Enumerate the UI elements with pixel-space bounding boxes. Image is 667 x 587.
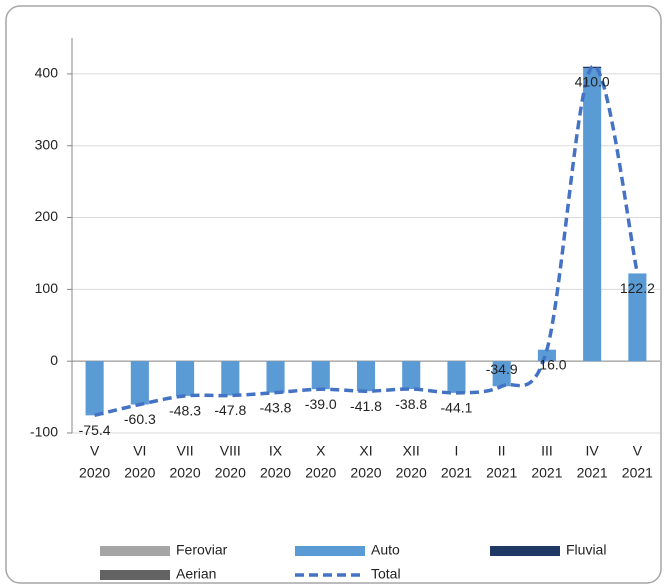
x-tick-label: VI (133, 443, 146, 459)
bar (221, 361, 240, 396)
data-label: -39.0 (305, 396, 337, 412)
y-tick-label: -100 (30, 424, 58, 440)
legend-label: Auto (371, 542, 400, 558)
x-tick-label: 2021 (486, 465, 517, 481)
x-tick-label: 2021 (577, 465, 608, 481)
x-tick-label: X (316, 443, 326, 459)
legend-swatch (100, 570, 170, 580)
x-tick-label: 2020 (396, 465, 427, 481)
x-tick-label: IX (269, 443, 283, 459)
y-tick-label: 400 (35, 65, 59, 81)
data-label: -34.9 (486, 361, 518, 377)
x-tick-label: VII (177, 443, 194, 459)
legend-swatch (100, 546, 170, 556)
x-tick-label: XII (403, 443, 420, 459)
data-label: -38.8 (395, 396, 427, 412)
bar (176, 361, 195, 396)
legend-swatch (490, 546, 560, 556)
y-tick-label: 300 (35, 136, 59, 152)
data-label: -43.8 (260, 399, 292, 415)
chart-frame (5, 5, 662, 584)
bar (311, 361, 330, 390)
bar (356, 361, 376, 392)
x-tick-label: III (541, 443, 553, 459)
y-tick-label: 0 (50, 352, 58, 368)
x-tick-label: 2021 (622, 465, 653, 481)
legend-label: Feroviar (176, 542, 228, 558)
bar (447, 361, 466, 393)
y-tick-label: 200 (35, 208, 59, 224)
x-tick-label: XI (359, 443, 372, 459)
x-tick-label: 2020 (169, 465, 200, 481)
bar (583, 68, 602, 362)
total-line (94, 64, 640, 418)
data-label: 122.2 (620, 280, 655, 296)
x-tick-label: V (633, 443, 643, 459)
y-tick-label: 100 (35, 280, 59, 296)
data-label: -44.1 (441, 400, 473, 416)
x-tick-label: 2021 (441, 465, 472, 481)
data-label: -47.8 (214, 402, 246, 418)
legend-label: Aerian (176, 566, 216, 582)
bar (402, 361, 421, 390)
x-tick-label: 2020 (260, 465, 291, 481)
legend-label: Total (371, 566, 401, 582)
x-tick-label: V (90, 443, 100, 459)
data-label: 16.0 (539, 356, 566, 372)
bar (130, 361, 149, 405)
legend-swatch (295, 546, 365, 556)
x-tick-label: VIII (220, 443, 241, 459)
data-label: -60.3 (124, 411, 156, 427)
data-label: 410.0 (575, 73, 610, 89)
x-tick-label: 2020 (124, 465, 155, 481)
x-tick-label: 2020 (215, 465, 246, 481)
x-tick-label: 2020 (350, 465, 381, 481)
legend-label: Fluvial (566, 542, 606, 558)
bar (492, 361, 511, 387)
bar (537, 349, 556, 362)
x-tick-label: II (498, 443, 506, 459)
x-tick-label: 2020 (305, 465, 336, 481)
data-label: -75.4 (79, 422, 111, 438)
x-tick-label: I (455, 443, 459, 459)
bar (628, 273, 647, 362)
bar (266, 361, 285, 393)
data-label: -41.8 (350, 398, 382, 414)
data-label: -48.3 (169, 403, 201, 419)
x-tick-label: 2021 (531, 465, 562, 481)
x-tick-label: IV (586, 443, 600, 459)
bar (85, 361, 104, 416)
x-tick-label: 2020 (79, 465, 110, 481)
